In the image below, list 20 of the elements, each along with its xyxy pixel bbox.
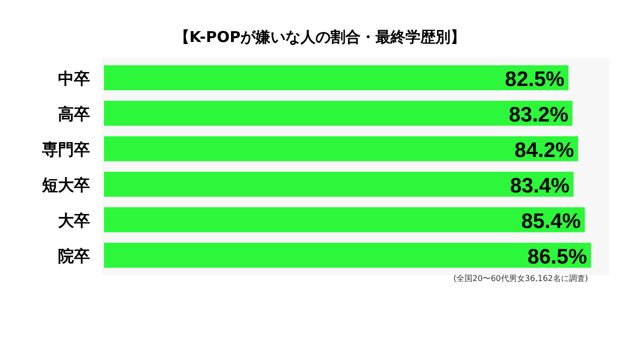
bar (104, 100, 572, 126)
y-tick-label: 中卒 (58, 68, 90, 88)
data-label: 86.5% (527, 245, 588, 268)
y-tick-label: 院卒 (58, 246, 90, 266)
bar (104, 172, 574, 197)
bar (104, 242, 591, 268)
y-tick-label: 専門卒 (41, 140, 90, 159)
data-label: 83.4% (510, 174, 570, 198)
data-label: 82.5% (504, 68, 565, 91)
bar (104, 136, 578, 162)
bar (104, 65, 568, 90)
data-label: 84.2% (514, 138, 574, 162)
data-label: 83.2% (508, 103, 569, 126)
y-tick-label: 高卒 (58, 104, 90, 124)
data-label: 85.4% (521, 210, 582, 233)
chart-title: 【K-POPが嫌いな人の割合・最終学歴別】 (174, 28, 466, 46)
y-tick-label: 大卒 (58, 210, 90, 230)
y-tick-label: 短大卒 (41, 175, 90, 194)
annotation: (全国20〜60代男女36,162名に調査) (453, 274, 588, 283)
bar (104, 207, 585, 232)
